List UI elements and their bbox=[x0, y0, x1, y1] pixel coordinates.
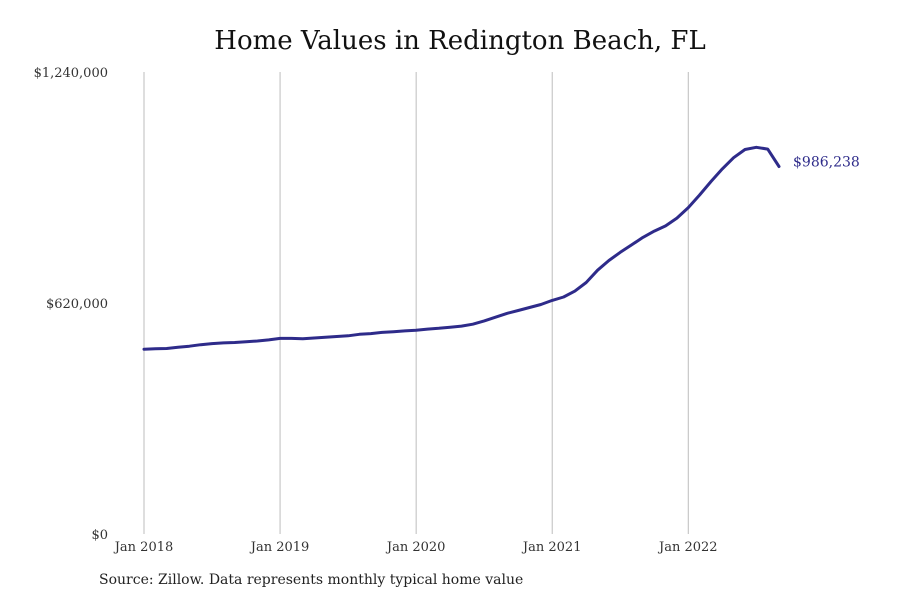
x-tick-label: Jan 2022 bbox=[657, 540, 718, 555]
chart-title: Home Values in Redington Beach, FL bbox=[214, 26, 706, 56]
y-axis-ticks: $0 $620,000 $1,240,000 bbox=[34, 66, 108, 543]
y-tick-label: $620,000 bbox=[46, 297, 108, 312]
series-layer: $986,238 bbox=[142, 145, 860, 351]
source-note: Source: Zillow. Data represents monthly … bbox=[99, 572, 524, 588]
x-tick-label: Jan 2018 bbox=[113, 540, 174, 555]
grid-lines bbox=[143, 72, 689, 534]
y-tick-label: $0 bbox=[91, 528, 108, 543]
y-tick-label: $1,240,000 bbox=[34, 66, 108, 81]
series-line bbox=[142, 145, 781, 351]
x-axis-ticks: Jan 2018 Jan 2019 Jan 2020 Jan 2021 Jan 2022 bbox=[113, 540, 718, 555]
x-tick-label: Jan 2019 bbox=[249, 540, 310, 555]
x-tick-label: Jan 2021 bbox=[521, 540, 582, 555]
x-tick-label: Jan 2020 bbox=[385, 540, 446, 555]
end-value-label: $986,238 bbox=[793, 155, 860, 171]
